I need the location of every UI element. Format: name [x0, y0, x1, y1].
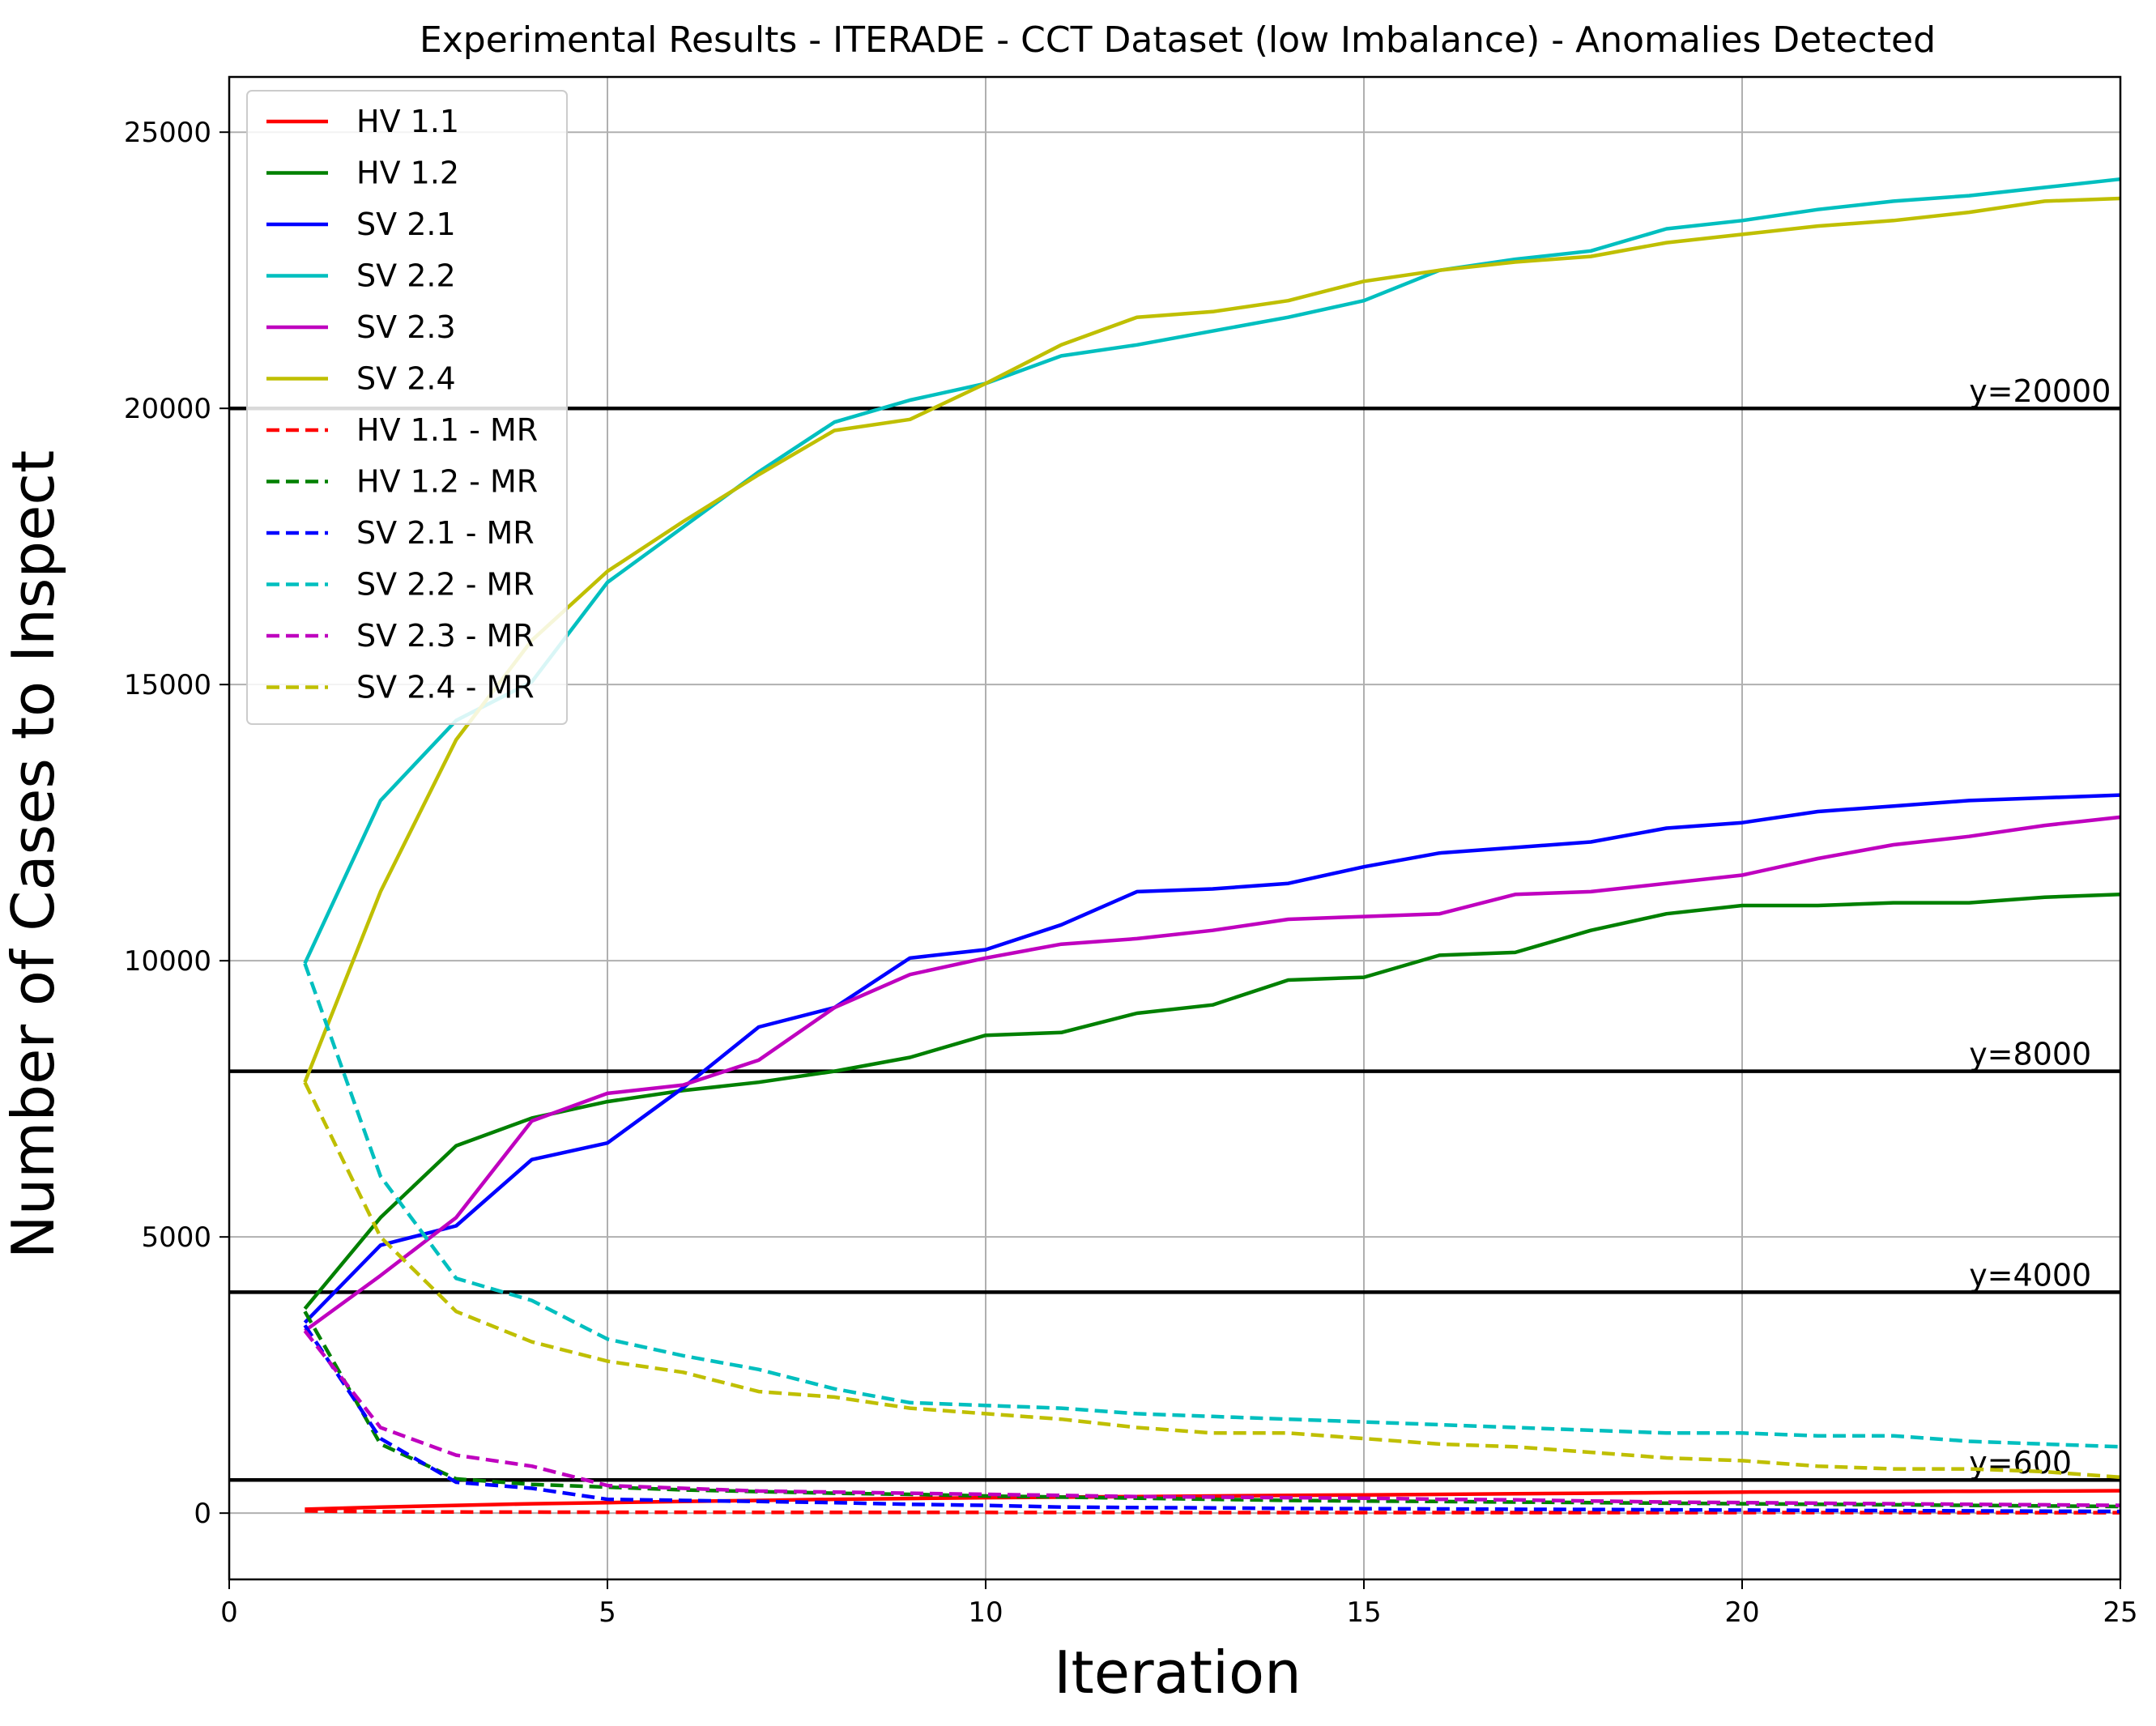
legend-label: HV 1.2 - MR: [356, 464, 538, 500]
reference-lines: y=20000 y=8000 y=4000 y=600: [229, 373, 2120, 1482]
y-tick-label: 5000: [141, 1221, 211, 1254]
y-tick-label: 10000: [124, 945, 211, 978]
legend-label: SV 2.1: [356, 207, 456, 242]
legend-box: [246, 90, 568, 725]
series-line-hv-1-2: [303, 893, 2121, 1310]
x-tick-label: 25: [2103, 1596, 2137, 1629]
series-line-hv-1-2-mr: [303, 1310, 2121, 1509]
legend-label: SV 2.4 - MR: [356, 670, 535, 705]
x-tick-label: 5: [599, 1596, 616, 1629]
reference-line-label: y=4000: [1969, 1257, 2091, 1293]
series-line-sv-2-1-mr: [303, 1324, 2121, 1514]
reference-line-label: y=600: [1969, 1445, 2072, 1481]
reference-line-label: y=20000: [1969, 373, 2111, 409]
series-line-sv-2-4-mr: [303, 1081, 2121, 1480]
series-line-hv-1-1-mr: [305, 1509, 2120, 1515]
legend-label: HV 1.1 - MR: [356, 412, 538, 448]
series-layer: [303, 177, 2121, 1515]
legend-label: HV 1.2: [356, 156, 459, 191]
chart-title: Experimental Results - ITERADE - CCT Dat…: [420, 19, 1936, 61]
y-tick-label: 20000: [124, 393, 211, 425]
legend-label: SV 2.4: [356, 361, 456, 397]
x-tick-label: 20: [1724, 1596, 1759, 1629]
legend-label: SV 2.1 - MR: [356, 515, 535, 551]
y-tick-label: 15000: [124, 669, 211, 701]
x-tick-label: 15: [1346, 1596, 1381, 1629]
y-axis-title: Number of Cases to Inspect: [0, 450, 67, 1259]
legend-label: SV 2.2 - MR: [356, 567, 535, 603]
legend-label: SV 2.3: [356, 309, 456, 345]
y-tick-label: 0: [194, 1498, 211, 1530]
x-axis-title: Iteration: [1054, 1639, 1301, 1707]
legend: HV 1.1 HV 1.2 SV 2.1 SV 2.2 SV 2.3 SV 2.4 HV 1…: [246, 90, 568, 725]
plot-frame: [228, 75, 2122, 1581]
legend-label: SV 2.3 - MR: [356, 618, 535, 654]
legend-label: HV 1.1: [356, 104, 459, 139]
series-line-sv-2-2-mr: [303, 962, 2121, 1449]
x-tick-label: 0: [220, 1596, 238, 1629]
series-line-sv-2-1: [303, 793, 2121, 1324]
axis-ticks: 0 5 10 15 20 25 0 5000 10000 15000 20000 25000: [124, 117, 2138, 1629]
series-line-sv-2-4: [303, 196, 2121, 1084]
legend-label: SV 2.2: [356, 258, 456, 294]
series-line-sv-2-2: [303, 177, 2121, 965]
series-line-sv-2-3-mr: [303, 1329, 2121, 1507]
x-tick-label: 10: [968, 1596, 1003, 1629]
series-line-sv-2-3: [304, 815, 2121, 1332]
y-tick-label: 25000: [124, 117, 211, 149]
reference-line-label: y=8000: [1969, 1037, 2091, 1072]
